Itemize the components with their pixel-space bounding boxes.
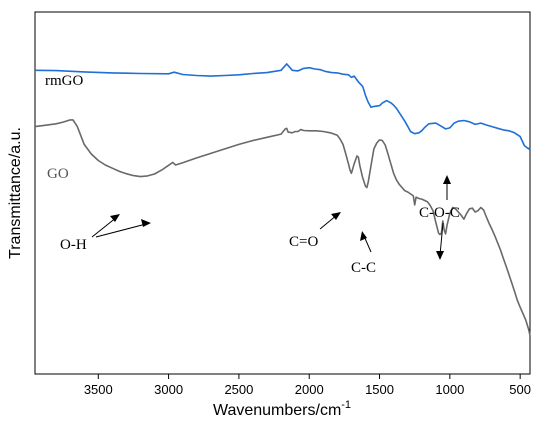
x-tick-label: 2000 [295,382,324,397]
series-label-rmgo: rmGO [45,73,83,89]
annotation-co-label: C=O [289,234,318,250]
annotation-oh-arrow-2 [95,223,147,238]
annotation-oh-label: O-H [60,237,87,253]
series-lines [34,63,531,336]
annotation-oh-arrow-1 [91,216,118,238]
x-tick-label: 3500 [84,382,113,397]
annotation-oh-arrowhead-2 [141,219,151,227]
annotation-cc-arrowhead [360,231,367,241]
annotation-coc: C-O-C [419,175,460,260]
x-axis-title: Wavenumbers/cm-1 [213,399,351,419]
x-tick-label: 1500 [365,382,394,397]
plot-frame [34,11,531,375]
x-axis-ticks: 3500 3000 2500 2000 1500 1000 500 [84,374,531,397]
annotation-coc-arrow-down [439,222,444,256]
annotation-coc-arrowhead-down [436,251,444,260]
annotation-co: C=O [289,212,341,250]
annotation-cc-label: C-C [351,260,376,276]
annotation-co-arrowhead [331,212,341,220]
x-axis-title-text: Wavenumbers/cm [213,402,341,419]
series-line-rmgo [34,63,531,150]
annotation-cc: C-C [351,231,376,276]
y-axis-title: Transmittance/a.u. [7,127,24,259]
annotation-coc-label: C-O-C [419,205,460,221]
x-tick-label: 1000 [435,382,464,397]
x-tick-label: 500 [509,382,531,397]
x-axis-title-superscript: -1 [341,399,351,411]
series-line-go [34,119,531,336]
x-tick-label: 2500 [224,382,253,397]
annotation-coc-arrowhead-up [443,175,451,184]
series-label-go: GO [47,166,69,182]
annotation-oh-arrowhead-1 [110,214,120,222]
annotation-oh: O-H [60,214,151,253]
x-tick-label: 3000 [154,382,183,397]
